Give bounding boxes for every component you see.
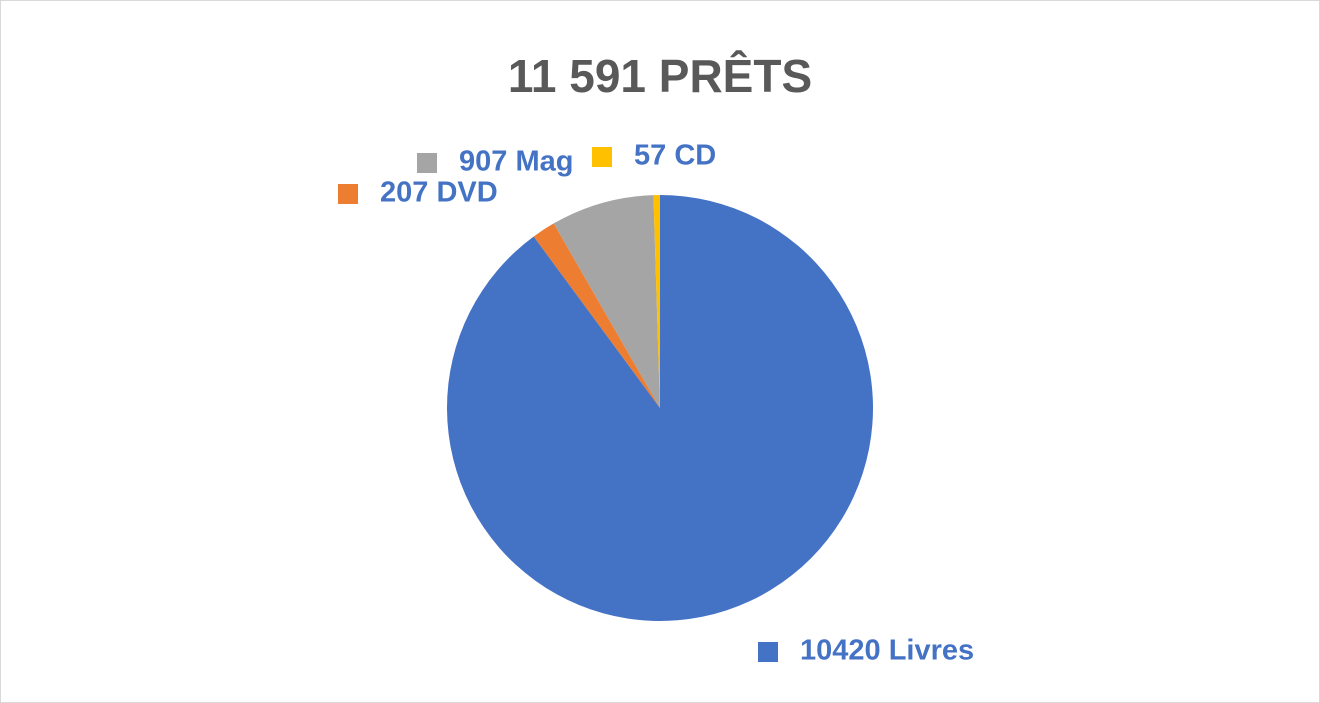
data-label: 57 CD [634,140,716,172]
label-marker [417,153,437,173]
label-marker [338,184,358,204]
data-label: 10420 Livres [800,635,974,667]
label-marker [758,642,778,662]
pie-slice [653,195,660,408]
chart-title: 11 591 PRÊTS [508,50,812,102]
label-marker [592,147,612,167]
pie-slice [533,223,660,408]
data-label: 907 Mag [459,146,573,178]
pie-slice [446,195,873,621]
pie-slice [553,195,660,408]
data-label: 207 DVD [380,177,498,209]
